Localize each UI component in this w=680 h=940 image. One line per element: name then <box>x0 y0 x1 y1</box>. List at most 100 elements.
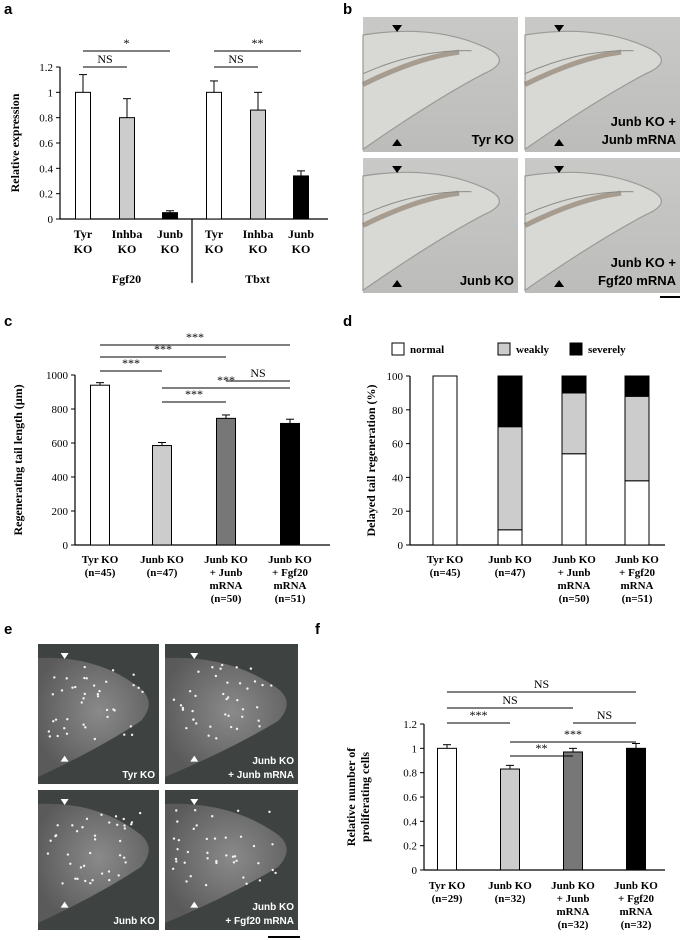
proliferating-cell-dot <box>188 690 192 693</box>
proliferating-cell-dot <box>74 685 77 689</box>
x-category-label: KO <box>249 242 268 256</box>
proliferating-cell-dot <box>189 874 192 878</box>
proliferating-cell-dot <box>96 695 100 698</box>
significance-label: NS <box>250 366 265 380</box>
proliferating-cell-dot <box>226 696 230 699</box>
proliferating-cell-dot <box>252 844 256 848</box>
proliferating-cell-dot <box>209 725 212 728</box>
proliferating-cell-dot <box>83 692 86 696</box>
x-category-label: Junb KO <box>204 554 248 566</box>
arrowhead-down-icon <box>190 799 199 805</box>
y-tick-label: 20 <box>392 506 404 518</box>
proliferating-cell-dot <box>66 717 69 721</box>
y-tick-label: 0.4 <box>39 163 53 175</box>
stacked-bar-segment <box>561 375 587 394</box>
proliferating-cell-dot <box>235 666 238 669</box>
micrograph-e-3: Junb KO + Fgf20 mRNA <box>165 790 298 930</box>
x-category-label: Junb KO <box>552 554 596 566</box>
stacked-bar-segment <box>561 392 587 455</box>
proliferating-cell-dot <box>215 861 218 865</box>
x-category-label: (n=45) <box>85 567 116 579</box>
proliferating-cell-dot <box>100 813 103 816</box>
proliferating-cell-dot <box>271 843 274 846</box>
arrowhead-up-icon <box>392 139 403 146</box>
proliferating-cell-dot <box>177 838 181 842</box>
x-category-label: Junb KO <box>615 554 659 566</box>
panel-letter-f: f <box>315 621 321 638</box>
significance-label: *** <box>564 727 582 741</box>
proliferating-cell-dot <box>54 834 58 837</box>
proliferating-cell-dot <box>117 874 120 877</box>
proliferating-cell-dot <box>195 824 198 827</box>
x-category-label: Junb KO <box>488 554 532 566</box>
proliferating-cell-dot <box>82 864 86 868</box>
y-tick-label: 0.6 <box>39 138 53 150</box>
significance-label: *** <box>154 342 172 356</box>
y-tick-label: 1 <box>48 87 54 99</box>
proliferating-cell-dot <box>98 689 101 693</box>
bar <box>280 422 300 546</box>
tail-contour <box>524 191 634 216</box>
proliferating-cell-dot <box>219 667 222 670</box>
image-label: Tyr KO <box>472 132 514 147</box>
proliferating-cell-dot <box>193 809 197 812</box>
proliferating-cell-dot <box>118 854 122 857</box>
proliferating-cell-dot <box>122 856 126 859</box>
proliferating-cell-dot <box>93 834 97 837</box>
proliferating-cell-dot <box>179 704 183 707</box>
proliferating-cell-dot <box>83 676 86 680</box>
proliferating-cell-dot <box>175 809 178 812</box>
proliferating-cell-dot <box>79 866 83 869</box>
stacked-bar-segment <box>624 375 650 397</box>
bar <box>437 747 457 871</box>
chart-d-delayed-regeneration: 0 20 40 60 80 100 Delayed tail regeneration (%… <box>364 342 665 605</box>
bar <box>250 109 266 220</box>
y-tick-label: 400 <box>52 472 69 484</box>
x-category-label: mRNA <box>620 906 653 918</box>
x-category-label: Tyr KO <box>82 554 119 566</box>
proliferating-cell-dot <box>246 687 249 690</box>
proliferating-cell-dot <box>181 708 185 712</box>
proliferating-cell-dot <box>233 855 237 858</box>
x-category-label: (n=45) <box>430 567 461 579</box>
legend-swatch <box>391 342 405 356</box>
proliferating-cell-dot <box>258 725 261 728</box>
stacked-bar-segment <box>497 426 523 531</box>
panel-letter-d: d <box>343 313 352 330</box>
proliferating-cell-dot <box>245 882 248 885</box>
arrowhead-down-icon <box>392 166 403 173</box>
significance-label: *** <box>217 373 235 387</box>
notochord-pigment <box>523 49 622 87</box>
proliferating-cell-dot <box>89 881 92 885</box>
proliferating-cell-dot <box>132 683 135 687</box>
arrowhead-up-icon <box>392 280 403 287</box>
proliferating-cell-dot <box>123 827 127 830</box>
proliferating-cell-dot <box>185 880 188 883</box>
proliferating-cell-dot <box>206 857 209 860</box>
micrograph-b-3: Junb KO + Fgf20 mRNA <box>523 158 680 293</box>
proliferating-cell-dot <box>108 821 111 824</box>
stacked-bar-segment <box>497 529 523 546</box>
proliferating-cell-dot <box>83 665 86 669</box>
legend-label: severely <box>588 344 626 356</box>
arrowhead-up-icon <box>60 755 69 762</box>
x-category-label: Junb KO <box>268 554 312 566</box>
proliferating-cell-dot <box>106 715 109 719</box>
x-category-label: KO <box>74 242 93 256</box>
x-category-label: mRNA <box>274 580 307 592</box>
x-category-label: (n=50) <box>559 593 590 605</box>
y-tick-label: 0 <box>63 540 69 552</box>
x-category-label: mRNA <box>210 580 243 592</box>
proliferating-cell-dot <box>130 823 133 826</box>
image-label: Junb KO <box>252 902 294 913</box>
x-category-label: Junb KO <box>140 554 184 566</box>
proliferating-cell-dot <box>215 859 218 863</box>
proliferating-cell-dot <box>91 879 94 882</box>
micrograph-b-2: Junb KO <box>361 158 518 293</box>
image-label: Junb KO + <box>611 255 677 270</box>
significance-label: NS <box>97 52 112 66</box>
y-tick-label: 200 <box>52 506 69 518</box>
y-tick-label: 0.4 <box>403 816 417 828</box>
x-category-label: (n=51) <box>275 593 306 605</box>
